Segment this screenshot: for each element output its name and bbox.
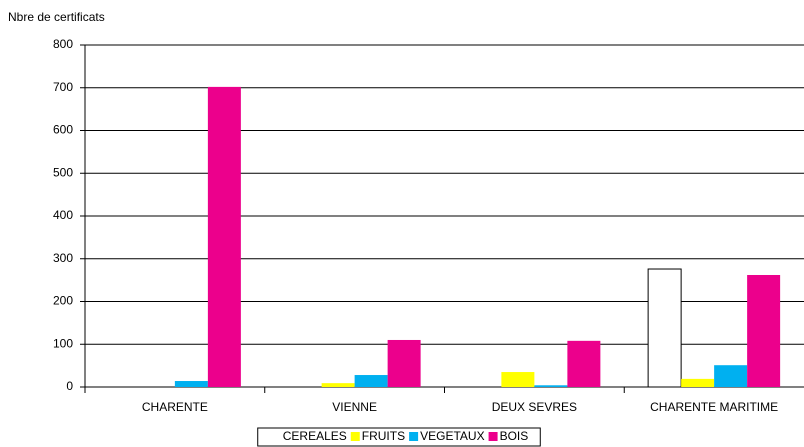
- bar: [174, 381, 208, 387]
- legend-label: FRUITS: [362, 429, 405, 443]
- x-tick-label: CHARENTE: [142, 400, 208, 414]
- y-tick-label: 800: [53, 37, 73, 51]
- legend-swatch: [409, 432, 419, 441]
- bar: [354, 375, 388, 387]
- y-tick-label: 500: [53, 165, 73, 179]
- y-tick-label: 600: [53, 123, 73, 137]
- y-tick-label: 700: [53, 80, 73, 94]
- x-tick-label: DEUX SEVRES: [492, 400, 577, 414]
- bar: [501, 372, 535, 387]
- legend-swatch: [350, 432, 360, 441]
- legend-label: BOIS: [500, 429, 529, 443]
- bar: [321, 383, 355, 387]
- bar: [567, 340, 601, 387]
- bar: [747, 274, 781, 387]
- bar: [207, 86, 241, 388]
- bar: [681, 378, 715, 387]
- legend: CEREALES FRUITS VEGETAUX BOIS: [257, 427, 541, 447]
- legend-swatch: [271, 432, 281, 441]
- bar: [714, 365, 748, 387]
- legend-label: CEREALES: [283, 429, 347, 443]
- x-tick-label: VIENNE: [332, 400, 377, 414]
- legend-swatch: [488, 432, 498, 441]
- legend-label: VEGETAUX: [420, 429, 484, 443]
- legend-box: [257, 427, 541, 447]
- y-tick-label: 400: [53, 208, 73, 222]
- y-tick-label: 0: [66, 379, 73, 393]
- x-tick-label: CHARENTE MARITIME: [650, 400, 778, 414]
- y-tick-label: 100: [53, 336, 73, 350]
- y-axis-title: Nbre de certificats: [8, 10, 105, 24]
- y-tick-label: 200: [53, 294, 73, 308]
- bar: [647, 268, 682, 388]
- y-tick-label: 300: [53, 251, 73, 265]
- bar: [534, 385, 568, 387]
- bar: [387, 339, 421, 387]
